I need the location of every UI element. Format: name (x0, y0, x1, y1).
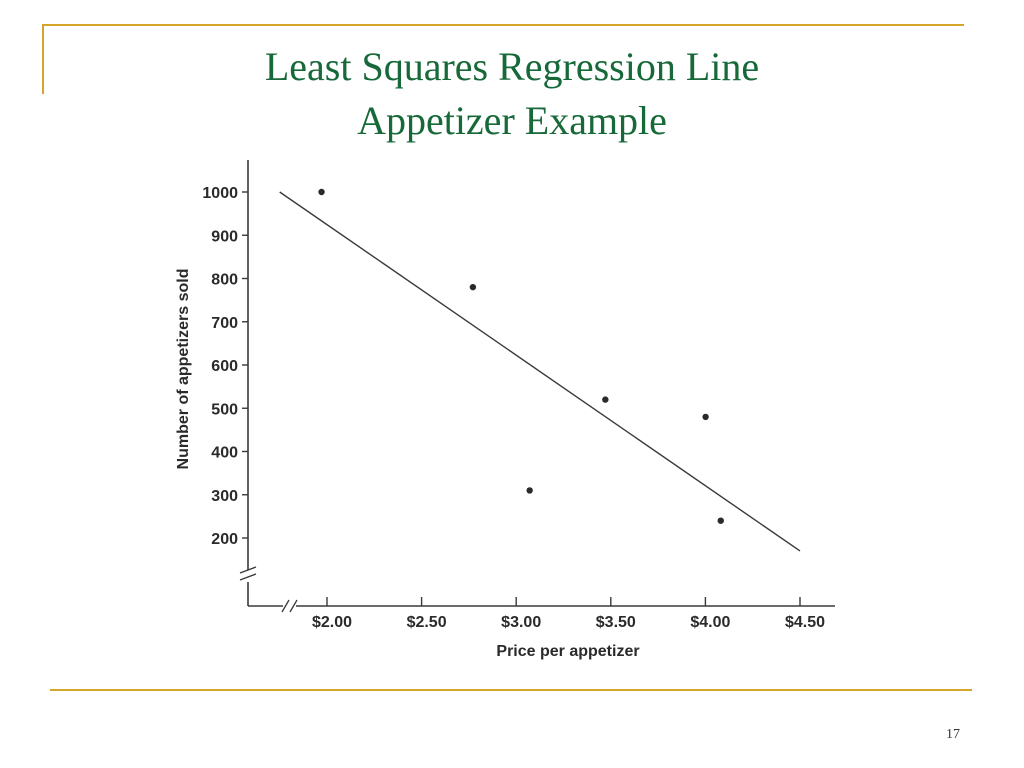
y-tick-label: 400 (211, 445, 238, 462)
y-tick-label: 300 (211, 488, 238, 505)
y-axis-break-mark (239, 566, 257, 574)
x-tick-label: $4.50 (785, 614, 825, 631)
series (279, 188, 801, 552)
x-axis-break-mark (281, 599, 290, 613)
x-tick-label: $4.00 (690, 614, 730, 631)
bottom-accent-rule (50, 689, 972, 691)
data-point (717, 517, 724, 524)
y-tick-label: 800 (211, 272, 238, 289)
page-number: 17 (946, 727, 960, 742)
slide-subtitle: Appetizer Example (357, 98, 667, 143)
y-axis-break-mark (239, 573, 257, 581)
x-tick-label: $2.50 (407, 614, 447, 631)
x-ticks: $2.00 $2.50 $3.00 $3.50 $4.00 $4.50 (312, 597, 825, 631)
y-tick-label: 600 (211, 358, 238, 375)
y-tick-label: 700 (211, 315, 238, 332)
y-ticks: 1000 900 800 700 600 500 400 300 200 (202, 185, 248, 548)
y-tick-label: 1000 (202, 185, 238, 202)
regression-line (279, 191, 801, 552)
axes (239, 160, 835, 613)
y-tick-label: 500 (211, 401, 238, 418)
data-point (469, 283, 477, 291)
x-tick-label: $3.50 (596, 614, 636, 631)
x-axis-title: Price per appetizer (496, 643, 639, 660)
y-axis-title: Number of appetizers sold (175, 269, 192, 470)
x-tick-label: $3.00 (501, 614, 541, 631)
data-point (602, 396, 609, 403)
data-point (702, 413, 709, 421)
x-axis-break-mark (289, 599, 298, 613)
y-tick-label: 200 (211, 531, 238, 548)
data-point (526, 487, 533, 494)
data-point (318, 188, 325, 196)
top-accent-rule (42, 24, 964, 26)
x-tick-label: $2.00 (312, 614, 352, 631)
slide-title: Least Squares Regression Line (264, 44, 760, 89)
left-accent-rule (42, 24, 44, 94)
y-tick-label: 900 (211, 228, 238, 245)
